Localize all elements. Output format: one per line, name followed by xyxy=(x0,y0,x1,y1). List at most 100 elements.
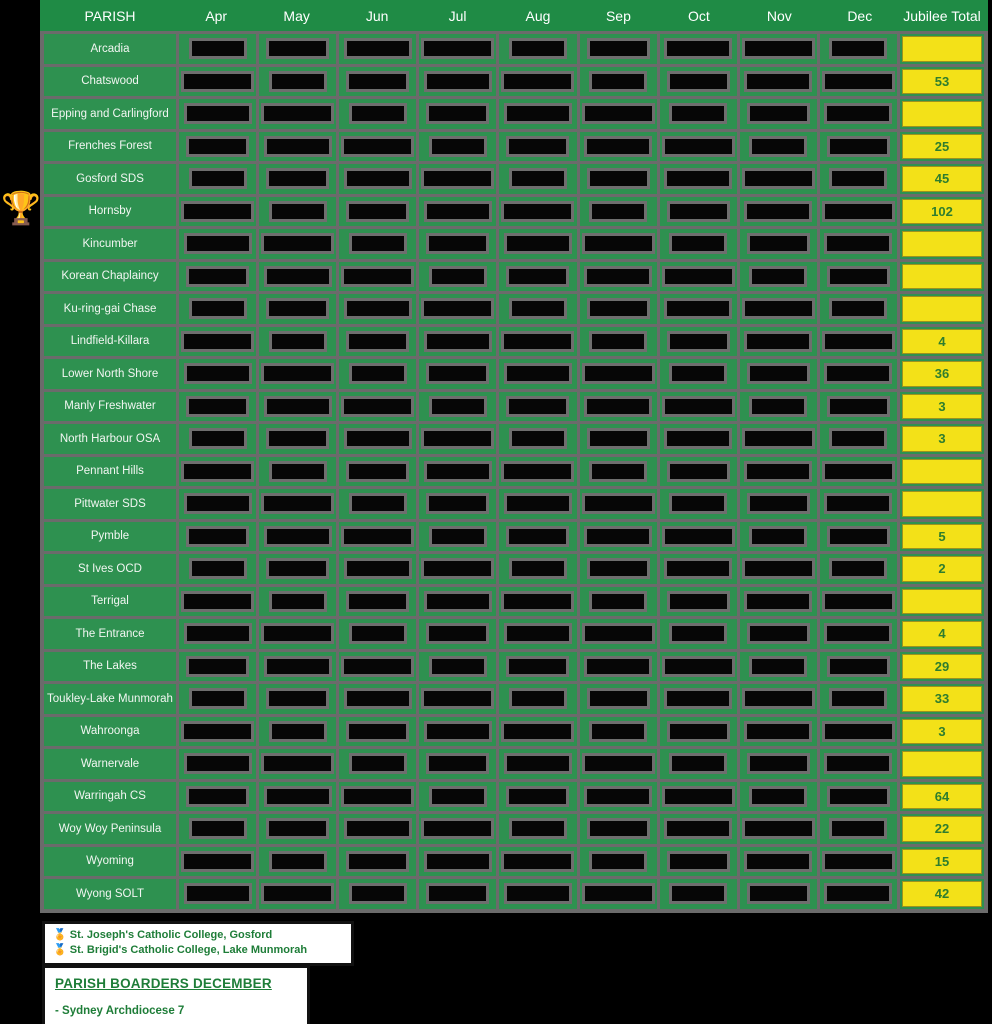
redacted-value-block xyxy=(181,70,255,92)
redacted-value-block xyxy=(821,460,895,482)
redacted-value-block xyxy=(506,785,570,807)
month-value-cell xyxy=(339,294,417,324)
redacted-value-block xyxy=(664,558,733,580)
month-value-cell xyxy=(739,359,817,389)
redacted-value-block xyxy=(824,363,893,385)
redacted-value-block xyxy=(584,525,653,547)
redacted-value-block xyxy=(186,785,250,807)
month-value-cell xyxy=(579,554,657,584)
jubilee-total-value: 5 xyxy=(902,523,982,549)
redacted-value-block xyxy=(741,558,815,580)
medal-icon: 🏅 xyxy=(53,944,67,956)
redacted-value-block xyxy=(423,460,492,482)
redacted-value-block xyxy=(186,525,250,547)
month-value-cell xyxy=(179,66,257,96)
jubilee-total-value xyxy=(902,751,982,777)
redacted-value-block xyxy=(348,753,407,775)
redacted-value-block xyxy=(263,135,332,157)
month-value-cell xyxy=(259,196,337,226)
jubilee-total-value: 22 xyxy=(902,816,982,842)
month-value-cell xyxy=(659,131,737,161)
month-value-cell xyxy=(419,359,497,389)
month-value-cell xyxy=(419,651,497,681)
month-value-cell xyxy=(499,781,577,811)
jubilee-total-value xyxy=(902,263,982,289)
month-value-cell xyxy=(179,391,257,421)
redacted-value-block xyxy=(584,135,653,157)
redacted-value-block xyxy=(188,168,247,190)
redacted-value-block xyxy=(664,428,733,450)
redacted-value-block xyxy=(826,395,890,417)
month-value-cell xyxy=(819,846,897,876)
month-value-cell xyxy=(579,456,657,486)
month-value-cell xyxy=(579,326,657,356)
redacted-value-block xyxy=(669,623,728,645)
redacted-value-block xyxy=(589,590,648,612)
month-value-cell xyxy=(179,359,257,389)
month-value-cell xyxy=(179,456,257,486)
parish-name-cell: Epping and Carlingford xyxy=(44,99,176,129)
redacted-value-block xyxy=(824,623,893,645)
redacted-value-block xyxy=(346,70,410,92)
redacted-value-block xyxy=(589,200,648,222)
redacted-value-block xyxy=(508,38,567,60)
redacted-value-block xyxy=(669,753,728,775)
month-value-cell xyxy=(819,619,897,649)
awards-box: 🏅 St. Joseph's Catholic College, Gosford… xyxy=(42,921,354,966)
redacted-value-block xyxy=(183,103,252,125)
redacted-value-block xyxy=(829,688,888,710)
redacted-value-block xyxy=(343,168,412,190)
month-value-cell xyxy=(819,294,897,324)
parish-name-cell: Pennant Hills xyxy=(44,456,176,486)
redacted-value-block xyxy=(829,298,888,320)
month-value-cell xyxy=(739,781,817,811)
redacted-value-block xyxy=(589,330,648,352)
redacted-value-block xyxy=(744,850,813,872)
header-month-oct: Oct xyxy=(687,7,710,24)
month-value-cell xyxy=(259,619,337,649)
month-value-cell xyxy=(339,684,417,714)
redacted-value-block xyxy=(341,265,415,287)
month-value-cell xyxy=(339,326,417,356)
month-value-cell xyxy=(179,846,257,876)
month-value-cell xyxy=(499,34,577,64)
header-month-sep: Sep xyxy=(605,7,631,24)
redacted-value-block xyxy=(426,623,490,645)
month-value-cell xyxy=(499,651,577,681)
redacted-value-block xyxy=(829,818,888,840)
month-value-cell xyxy=(339,34,417,64)
month-value-cell xyxy=(339,456,417,486)
redacted-value-block xyxy=(421,38,495,60)
month-value-cell xyxy=(179,684,257,714)
redacted-value-block xyxy=(503,493,572,515)
redacted-value-block xyxy=(501,200,575,222)
month-value-cell xyxy=(179,489,257,519)
redacted-value-block xyxy=(589,720,648,742)
redacted-value-block xyxy=(826,135,890,157)
month-value-cell xyxy=(579,66,657,96)
month-value-cell xyxy=(179,294,257,324)
redacted-value-block xyxy=(744,330,813,352)
month-value-cell xyxy=(339,391,417,421)
month-value-cell xyxy=(659,619,737,649)
redacted-value-block xyxy=(183,233,252,255)
redacted-value-block xyxy=(826,655,890,677)
month-value-cell xyxy=(499,196,577,226)
redacted-value-block xyxy=(746,753,810,775)
jubilee-total-cell xyxy=(900,261,984,291)
redacted-value-block xyxy=(188,818,247,840)
trophy-icon: 🏆 xyxy=(1,190,41,226)
redacted-value-block xyxy=(506,525,570,547)
header-month-nov: Nov xyxy=(766,7,792,24)
month-value-cell xyxy=(739,99,817,129)
redacted-value-block xyxy=(664,298,733,320)
redacted-value-block xyxy=(581,103,655,125)
redacted-value-block xyxy=(423,590,492,612)
redacted-value-block xyxy=(428,265,487,287)
month-value-cell xyxy=(339,359,417,389)
jubilee-total-cell xyxy=(900,749,984,779)
redacted-value-block xyxy=(341,785,415,807)
redacted-value-block xyxy=(586,428,650,450)
redacted-value-block xyxy=(749,655,808,677)
redacted-value-block xyxy=(508,818,567,840)
